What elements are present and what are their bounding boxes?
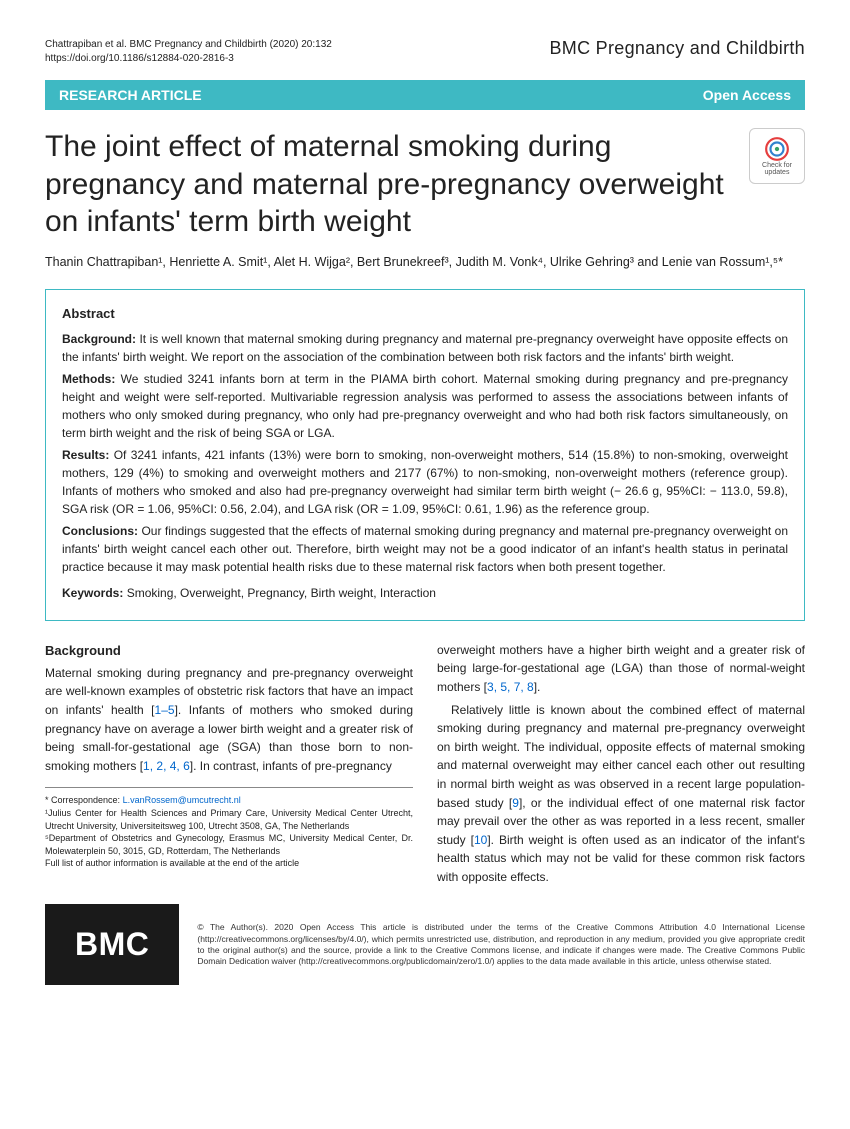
left-column: Background Maternal smoking during pregn…	[45, 641, 413, 891]
article-type-banner: RESEARCH ARTICLE Open Access	[45, 80, 805, 110]
correspondence-email[interactable]: L.vanRossem@umcutrecht.nl	[123, 795, 241, 805]
body-paragraph: Relatively little is known about the com…	[437, 701, 805, 887]
abstract-heading: Abstract	[62, 304, 788, 324]
body-columns: Background Maternal smoking during pregn…	[45, 641, 805, 891]
affiliation-5: ⁵Department of Obstetrics and Gynecology…	[45, 832, 413, 857]
ref-link[interactable]: 1, 2, 4, 6	[143, 759, 190, 773]
ref-link[interactable]: 9	[512, 796, 519, 810]
methods-text: We studied 3241 infants born at term in …	[62, 372, 788, 440]
affiliation-1: ¹Julius Center for Health Sciences and P…	[45, 807, 413, 832]
abstract-box: Abstract Background: It is well known th…	[45, 289, 805, 621]
right-column: overweight mothers have a higher birth w…	[437, 641, 805, 891]
bg-label: Background:	[62, 332, 136, 346]
affiliation-more: Full list of author information is avail…	[45, 857, 413, 870]
methods-label: Methods:	[62, 372, 115, 386]
body-paragraph: Maternal smoking during pregnancy and pr…	[45, 664, 413, 776]
ref-link[interactable]: 1–5	[155, 703, 175, 717]
bg-text: It is well known that maternal smoking d…	[62, 332, 788, 364]
body-paragraph: overweight mothers have a higher birth w…	[437, 641, 805, 697]
citation-line: Chattrapiban et al. BMC Pregnancy and Ch…	[45, 38, 332, 52]
conclusions-label: Conclusions:	[62, 524, 138, 538]
footer-row: BMC © The Author(s). 2020 Open Access Th…	[45, 904, 805, 985]
header-row: Chattrapiban et al. BMC Pregnancy and Ch…	[45, 38, 805, 66]
updates-badge-label: Check for updates	[754, 162, 800, 176]
authors-line: Thanin Chattrapiban¹, Henriette A. Smit¹…	[45, 253, 805, 272]
check-updates-badge[interactable]: Check for updates	[749, 128, 805, 184]
results-label: Results:	[62, 448, 109, 462]
doi-line: https://doi.org/10.1186/s12884-020-2816-…	[45, 52, 332, 66]
license-text: © The Author(s). 2020 Open Access This a…	[197, 922, 805, 968]
banner-left: RESEARCH ARTICLE	[59, 87, 202, 103]
correspondence-footnote: * Correspondence: L.vanRossem@umcutrecht…	[45, 787, 413, 870]
background-heading: Background	[45, 641, 413, 661]
banner-right: Open Access	[703, 87, 791, 103]
article-title: The joint effect of maternal smoking dur…	[45, 128, 733, 241]
citation-block: Chattrapiban et al. BMC Pregnancy and Ch…	[45, 38, 332, 66]
conclusions-text: Our findings suggested that the effects …	[62, 524, 788, 574]
ref-link[interactable]: 10	[474, 833, 487, 847]
results-text: Of 3241 infants, 421 infants (13%) were …	[62, 448, 788, 516]
keywords-text: Smoking, Overweight, Pregnancy, Birth we…	[127, 586, 436, 600]
ref-link[interactable]: 3, 5, 7, 8	[487, 680, 534, 694]
journal-name: BMC Pregnancy and Childbirth	[549, 38, 805, 59]
bmc-logo: BMC	[45, 904, 179, 985]
crossmark-icon	[764, 136, 790, 162]
keywords-label: Keywords:	[62, 586, 123, 600]
